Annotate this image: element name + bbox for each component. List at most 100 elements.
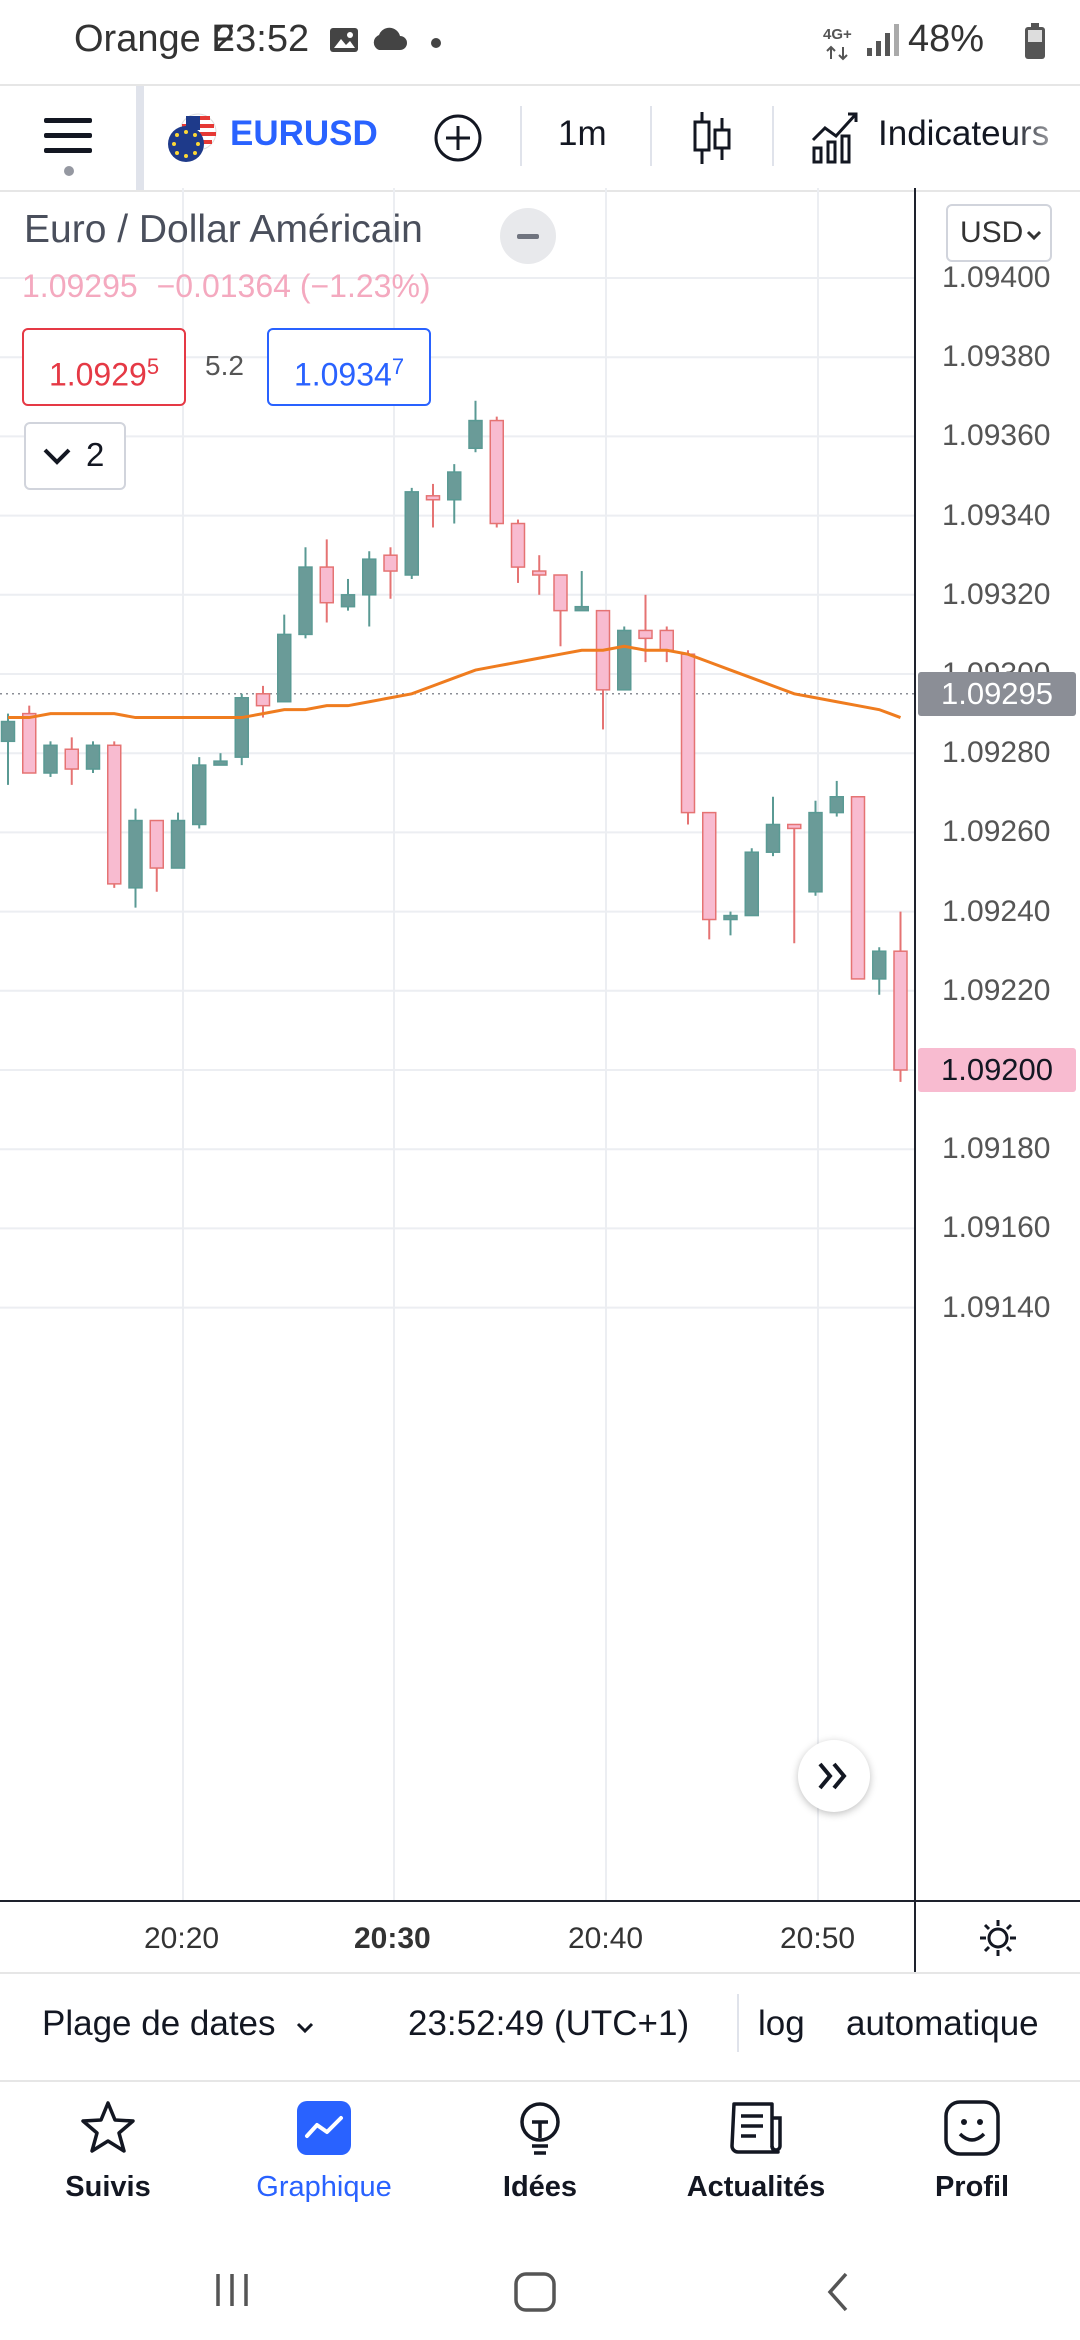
data-arrows-icon xyxy=(825,45,849,66)
recent-apps-icon[interactable] xyxy=(212,2270,252,2310)
candle-body xyxy=(829,796,844,814)
notification-dot-icon xyxy=(431,38,441,48)
price-tick: 1.09140 xyxy=(942,1290,1051,1324)
candle-body xyxy=(425,495,441,501)
smiley-icon xyxy=(944,2100,1000,2156)
candle-body xyxy=(702,811,717,921)
price-tick: 1.09320 xyxy=(942,577,1051,611)
candlestick-chart[interactable] xyxy=(0,188,914,1900)
nav-label: Idées xyxy=(502,2171,578,2203)
candle-body xyxy=(468,419,483,450)
candle-body xyxy=(234,697,249,758)
lightbulb-icon xyxy=(520,2102,560,2155)
candle-body xyxy=(43,744,58,774)
gallery-icon xyxy=(328,24,360,61)
symbol-flag-icon[interactable] xyxy=(164,110,220,171)
legend-title: Euro / Dollar Américain xyxy=(24,208,423,251)
candle-body xyxy=(340,594,356,608)
currency-select[interactable]: USD xyxy=(946,204,1052,262)
indicators-icon[interactable] xyxy=(810,110,860,169)
star-icon xyxy=(81,2101,135,2153)
date-range-label: Plage de dates xyxy=(42,2004,276,2043)
candle-body xyxy=(22,712,37,774)
candle-body xyxy=(362,558,377,596)
toolbar-separator xyxy=(772,106,774,166)
bottom-bar-separator xyxy=(737,1994,739,2052)
candle-body xyxy=(617,629,632,691)
candle-body xyxy=(404,491,419,576)
nav-label: Suivis xyxy=(65,2171,151,2203)
symbol-name[interactable]: EURUSD xyxy=(230,114,378,153)
time-axis[interactable]: 20:20 20:30 20:40 20:50 xyxy=(0,1900,914,1974)
indicators-toggle-button[interactable]: 2 xyxy=(24,422,126,490)
nav-profile[interactable]: Profil xyxy=(864,2098,1080,2204)
candle-body xyxy=(808,811,823,893)
collapse-legend-button[interactable] xyxy=(500,208,556,264)
back-icon[interactable] xyxy=(822,2270,852,2314)
candle-body xyxy=(659,629,674,651)
candle-body xyxy=(319,566,334,604)
log-scale-toggle[interactable]: log xyxy=(758,2004,805,2043)
chevron-down-icon xyxy=(1026,230,1042,241)
battery-icon xyxy=(1024,22,1046,65)
status-bar: Orange F 23:52 4G+ 48% xyxy=(0,0,1080,84)
chevron-down-icon xyxy=(43,448,71,465)
candle-body xyxy=(723,914,738,921)
legend-change: −0.01364 xyxy=(156,268,291,304)
candle-body xyxy=(532,570,547,576)
buy-button[interactable]: 1.09347 xyxy=(267,328,431,406)
candle-body xyxy=(64,748,79,770)
network-type: 4G+ xyxy=(823,26,852,43)
candle-body xyxy=(213,760,228,766)
legend-change-pct: (−1.23%) xyxy=(299,268,431,304)
bottom-navigation: Suivis Graphique Idées Actualités Profil xyxy=(0,2080,1080,2232)
add-compare-icon[interactable] xyxy=(432,112,484,169)
nav-chart[interactable]: Graphique xyxy=(216,2098,432,2204)
candle-body xyxy=(192,764,207,826)
candle-body xyxy=(872,950,887,980)
candle-body xyxy=(850,796,866,980)
price-tick: 1.09280 xyxy=(942,736,1051,770)
sell-price: 1.0929 xyxy=(48,356,147,393)
minus-icon xyxy=(517,234,539,239)
candle-body xyxy=(553,574,568,612)
chart-pane[interactable]: Euro / Dollar Américain 1.09295 −0.01364… xyxy=(0,188,914,1900)
candle-body xyxy=(128,819,143,889)
toolbar-separator xyxy=(650,106,652,166)
cloud-icon xyxy=(370,26,408,57)
currency-label: USD xyxy=(960,216,1024,249)
menu-icon[interactable] xyxy=(44,116,92,161)
carrier-label: Orange F xyxy=(74,18,235,60)
auto-scale-toggle[interactable]: automatique xyxy=(846,2004,1039,2043)
time-tick: 20:40 xyxy=(568,1922,644,1955)
timezone-clock[interactable]: 23:52:49 (UTC+1) xyxy=(408,2004,690,2043)
price-tick: 1.09220 xyxy=(942,973,1051,1007)
chart-bottom-bar: Plage de dates 23:52:49 (UTC+1) log auto… xyxy=(0,1972,1080,2074)
price-tick: 1.09400 xyxy=(942,261,1051,294)
nav-label: Actualités xyxy=(686,2171,826,2203)
sell-pip: 5 xyxy=(146,354,160,379)
candle-body xyxy=(170,819,186,869)
price-axis[interactable]: USD 1.09400 1.09380 1.09360 1.09340 1.09320 1… xyxy=(914,188,1080,1900)
system-navigation-bar xyxy=(0,2230,1080,2340)
candle-body xyxy=(680,653,696,814)
legend-price: 1.09295 xyxy=(22,268,138,304)
price-tick: 1.09160 xyxy=(942,1211,1051,1245)
interval-button[interactable]: 1m xyxy=(558,114,607,153)
price-tick: 1.09180 xyxy=(942,1132,1051,1166)
home-icon[interactable] xyxy=(512,2270,558,2314)
nav-ideas[interactable]: Idées xyxy=(432,2098,648,2204)
gear-icon xyxy=(980,1920,1016,1956)
chart-settings-button[interactable] xyxy=(914,1900,1080,1974)
candles-style-icon[interactable] xyxy=(690,110,734,171)
nav-news[interactable]: Actualités xyxy=(648,2098,864,2204)
candle-body xyxy=(510,522,526,568)
date-range-button[interactable]: Plage de dates xyxy=(42,2004,315,2044)
candle-body xyxy=(255,693,271,707)
fade-overlay xyxy=(1010,86,1080,186)
nav-watchlist[interactable]: Suivis xyxy=(0,2098,216,2204)
chart-icon xyxy=(297,2101,351,2155)
sell-button[interactable]: 1.09295 xyxy=(22,328,186,406)
nav-label: Profil xyxy=(934,2171,1010,2203)
scroll-to-realtime-button[interactable] xyxy=(798,1740,870,1812)
